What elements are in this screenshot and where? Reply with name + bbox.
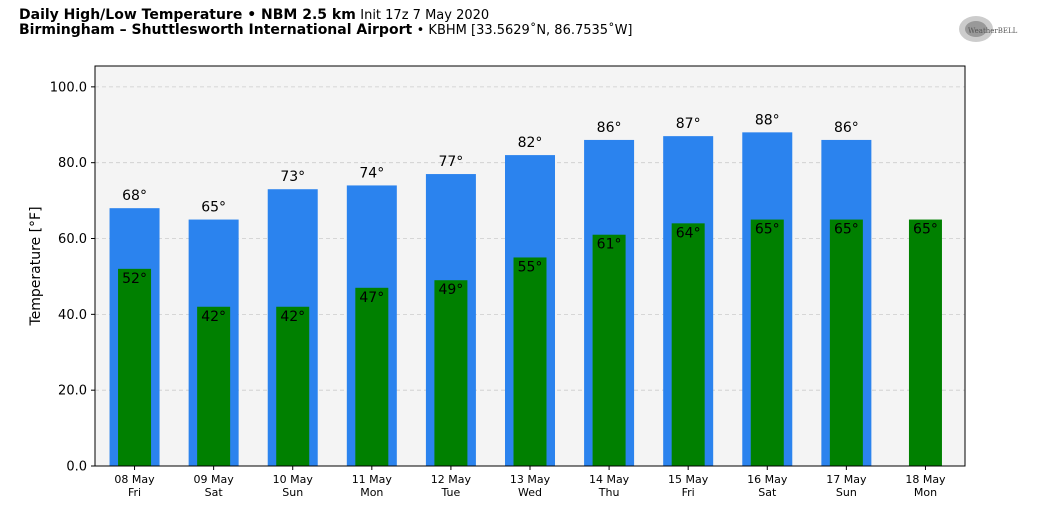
low-bar bbox=[118, 268, 152, 466]
x-tick-date: 16 May bbox=[747, 473, 788, 486]
x-tick-date: 12 May bbox=[431, 473, 472, 486]
high-label: 86° bbox=[597, 120, 622, 136]
high-label: 82° bbox=[518, 135, 543, 151]
high-label: 86° bbox=[834, 120, 859, 136]
low-label: 52° bbox=[122, 271, 147, 287]
high-label: 77° bbox=[438, 154, 463, 170]
x-tick-day: Mon bbox=[360, 486, 383, 499]
x-tick-date: 15 May bbox=[668, 473, 709, 486]
x-tick-day: Fri bbox=[128, 486, 141, 499]
chart-subtitle: Birmingham – Shuttlesworth International… bbox=[19, 22, 633, 39]
x-tick-date: 14 May bbox=[589, 473, 630, 486]
low-label: 65° bbox=[755, 222, 780, 238]
low-bar bbox=[276, 306, 310, 466]
y-tick-label: 60.0 bbox=[58, 232, 87, 247]
high-label: 87° bbox=[676, 116, 701, 132]
plot-frame bbox=[94, 65, 966, 467]
y-axis-label: Temperature [°F] bbox=[28, 206, 44, 326]
x-tick-day: Sun bbox=[836, 486, 857, 499]
low-bar bbox=[434, 280, 468, 466]
x-tick-date: 18 May bbox=[905, 473, 946, 486]
high-label: 74° bbox=[359, 165, 384, 181]
low-bar bbox=[197, 306, 231, 466]
x-tick-day: Tue bbox=[441, 486, 461, 499]
high-label: 73° bbox=[280, 169, 305, 185]
low-bar bbox=[671, 223, 705, 466]
low-bar bbox=[592, 234, 626, 466]
y-tick-label: 80.0 bbox=[58, 156, 87, 171]
low-label: 47° bbox=[359, 290, 384, 306]
x-tick-day: Fri bbox=[682, 486, 695, 499]
low-label: 55° bbox=[518, 259, 543, 275]
chart-title: Daily High/Low Temperature • NBM 2.5 km … bbox=[19, 7, 490, 24]
high-label: 88° bbox=[755, 112, 780, 128]
x-tick-date: 11 May bbox=[352, 473, 393, 486]
x-tick-day: Wed bbox=[518, 486, 542, 499]
low-label: 61° bbox=[597, 237, 622, 253]
y-tick-label: 100.0 bbox=[50, 80, 87, 95]
x-tick-day: Thu bbox=[598, 486, 620, 499]
low-label: 65° bbox=[834, 222, 859, 238]
x-tick-day: Sun bbox=[282, 486, 303, 499]
low-bar bbox=[355, 287, 389, 466]
y-tick-label: 20.0 bbox=[58, 384, 87, 399]
high-label: 68° bbox=[122, 188, 147, 204]
x-tick-date: 08 May bbox=[114, 473, 155, 486]
x-tick-day: Sat bbox=[758, 486, 777, 499]
weatherbell-logo: WeatherBELL bbox=[959, 16, 1018, 42]
low-bar bbox=[908, 219, 942, 466]
y-tick-label: 0.0 bbox=[66, 460, 87, 475]
low-label: 64° bbox=[676, 225, 701, 241]
low-label: 42° bbox=[280, 309, 305, 325]
x-tick-day: Mon bbox=[914, 486, 937, 499]
x-tick-date: 09 May bbox=[194, 473, 235, 486]
x-tick-date: 17 May bbox=[826, 473, 867, 486]
low-label: 49° bbox=[438, 282, 463, 298]
low-bar bbox=[513, 257, 547, 466]
svg-text:WeatherBELL: WeatherBELL bbox=[968, 27, 1018, 35]
low-bar bbox=[829, 219, 863, 466]
x-tick-date: 13 May bbox=[510, 473, 551, 486]
x-tick-date: 10 May bbox=[273, 473, 314, 486]
y-tick-label: 40.0 bbox=[58, 308, 87, 323]
low-label: 42° bbox=[201, 309, 226, 325]
low-label: 65° bbox=[913, 222, 938, 238]
x-tick-day: Sat bbox=[205, 486, 224, 499]
high-label: 65° bbox=[201, 200, 226, 216]
low-bar bbox=[750, 219, 784, 466]
